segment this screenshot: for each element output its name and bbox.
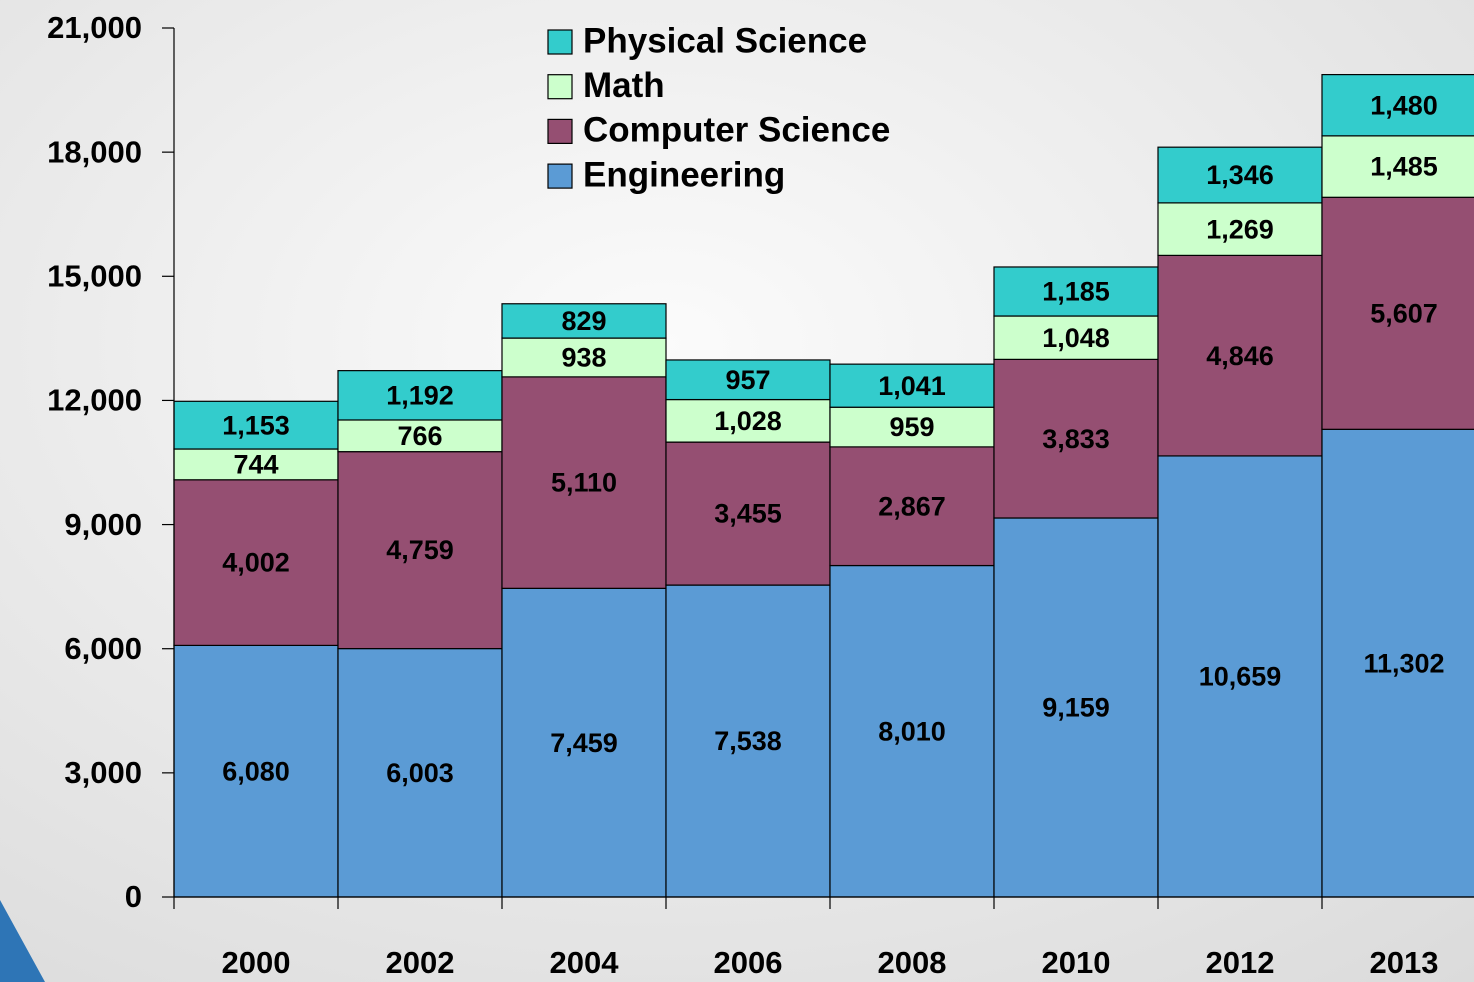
y-tick-label: 0 <box>125 879 142 914</box>
legend-swatch <box>547 74 573 100</box>
data-label: 1,485 <box>1370 152 1438 182</box>
data-label: 4,846 <box>1206 341 1274 371</box>
x-tick-label: 2010 <box>1042 945 1111 980</box>
data-label: 1,185 <box>1042 277 1110 307</box>
bar-segment <box>501 303 667 339</box>
bar-segment <box>829 363 995 408</box>
y-tick-label: 18,000 <box>47 134 142 169</box>
bar-segment <box>337 370 503 421</box>
data-label: 766 <box>397 421 442 451</box>
bar-segment <box>1157 254 1323 457</box>
data-label: 9,159 <box>1042 693 1110 723</box>
data-label: 1,480 <box>1370 90 1438 120</box>
data-label: 1,192 <box>386 380 454 410</box>
plot-area: 6,080 4,002 744 1,153 2000 6,003 4,759 766 1,192… <box>47 10 1474 980</box>
data-label: 829 <box>561 306 606 336</box>
bar-segment <box>993 266 1159 317</box>
bar-segment <box>1157 455 1323 898</box>
y-tick-label: 21,000 <box>47 10 142 45</box>
legend-swatch <box>547 29 573 55</box>
data-label: 1,269 <box>1206 214 1274 244</box>
data-label: 938 <box>561 343 606 373</box>
bar-segment <box>665 584 831 898</box>
data-label: 1,153 <box>222 410 290 440</box>
x-tick-label: 2002 <box>386 945 455 980</box>
y-tick-label: 12,000 <box>47 383 142 418</box>
x-tick-label: 2012 <box>1206 945 1275 980</box>
data-label: 6,080 <box>222 756 290 786</box>
legend-label: Math <box>583 66 665 105</box>
bar-segment <box>173 644 339 898</box>
data-label: 959 <box>889 412 934 442</box>
decoration <box>0 900 45 982</box>
bar-segment <box>1321 428 1474 898</box>
bar-segment <box>173 400 339 450</box>
bar-segment <box>1157 146 1323 204</box>
y-tick-label: 15,000 <box>47 258 142 293</box>
data-label: 3,455 <box>714 499 782 529</box>
bar-segment <box>1321 196 1474 430</box>
legend-swatch <box>547 163 573 189</box>
legend-label: Engineering <box>583 155 785 194</box>
data-label: 1,346 <box>1206 160 1274 190</box>
data-label: 1,028 <box>714 406 782 436</box>
legend-swatch <box>547 118 573 145</box>
data-label: 1,048 <box>1042 323 1110 353</box>
y-tick-label: 9,000 <box>64 507 142 542</box>
bar-segment <box>337 451 503 650</box>
data-label: 8,010 <box>878 716 946 746</box>
bar-segment <box>337 647 503 898</box>
x-tick-label: 2006 <box>714 945 783 980</box>
bar-segment <box>173 479 339 647</box>
data-label: 10,659 <box>1199 662 1282 692</box>
bar-segment <box>337 419 503 453</box>
x-tick-label: 2008 <box>878 945 947 980</box>
data-label: 3,833 <box>1042 424 1110 454</box>
data-label: 4,002 <box>222 548 290 578</box>
bar-segment <box>829 406 995 448</box>
data-label: 7,459 <box>550 728 618 758</box>
data-label: 6,003 <box>386 758 454 788</box>
bar-segment <box>501 587 667 898</box>
bar-segment <box>829 446 995 567</box>
data-label: 4,759 <box>386 535 454 565</box>
data-label: 957 <box>725 365 770 395</box>
y-tick-label: 3,000 <box>64 755 142 790</box>
data-label: 7,538 <box>714 726 782 756</box>
y-tick-label: 6,000 <box>64 631 142 666</box>
bar-segment <box>1321 73 1474 137</box>
bar-segment <box>665 441 831 586</box>
data-label: 744 <box>233 450 278 480</box>
legend-label: Physical Science <box>583 21 867 60</box>
x-tick-label: 2013 <box>1370 945 1439 980</box>
x-tick-label: 2000 <box>222 945 291 980</box>
data-label: 1,041 <box>878 371 946 401</box>
bar-segment <box>501 376 667 589</box>
data-label: 5,607 <box>1370 298 1438 328</box>
bar-segment <box>993 517 1159 898</box>
bar-segment <box>1321 135 1474 198</box>
data-label: 11,302 <box>1363 648 1444 678</box>
legend-label: Computer Science <box>583 111 890 150</box>
bar-segment <box>993 358 1159 519</box>
data-label: 2,867 <box>878 491 946 521</box>
data-label: 5,110 <box>551 468 617 498</box>
x-tick-label: 2004 <box>550 945 620 980</box>
